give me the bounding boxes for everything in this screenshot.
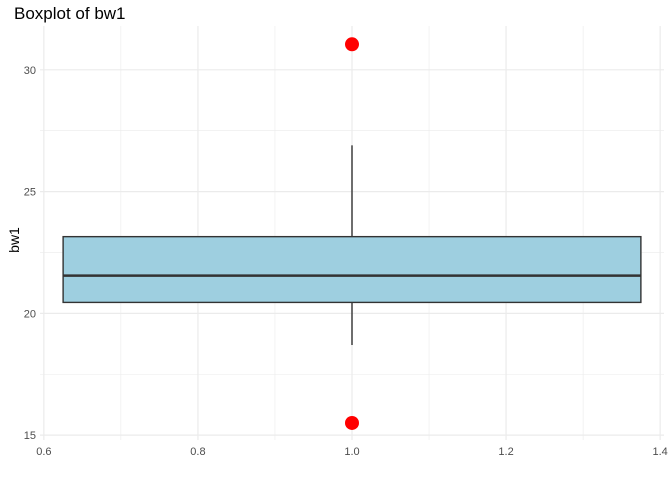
y-axis-ticks: 15 20 25 30	[24, 65, 36, 442]
y-tick-label: 30	[24, 65, 36, 77]
outlier-point	[345, 37, 359, 52]
outlier-points	[345, 37, 359, 430]
y-tick-label: 15	[24, 430, 36, 442]
y-axis-title: bw1	[6, 227, 22, 253]
y-tick-label: 20	[24, 308, 36, 320]
x-tick-label: 0.6	[36, 446, 51, 458]
y-tick-label: 25	[24, 187, 36, 199]
iqr-box	[62, 235, 642, 304]
x-tick-label: 1.0	[344, 446, 359, 458]
chart-title: Boxplot of bw1	[14, 4, 126, 23]
x-tick-label: 1.2	[498, 446, 513, 458]
box-layer	[62, 145, 642, 346]
x-axis-ticks: 0.6 0.8 1.0 1.2 1.4	[36, 446, 668, 458]
outlier-point	[345, 415, 359, 430]
x-tick-label: 0.8	[190, 446, 205, 458]
x-tick-label: 1.4	[652, 446, 667, 458]
